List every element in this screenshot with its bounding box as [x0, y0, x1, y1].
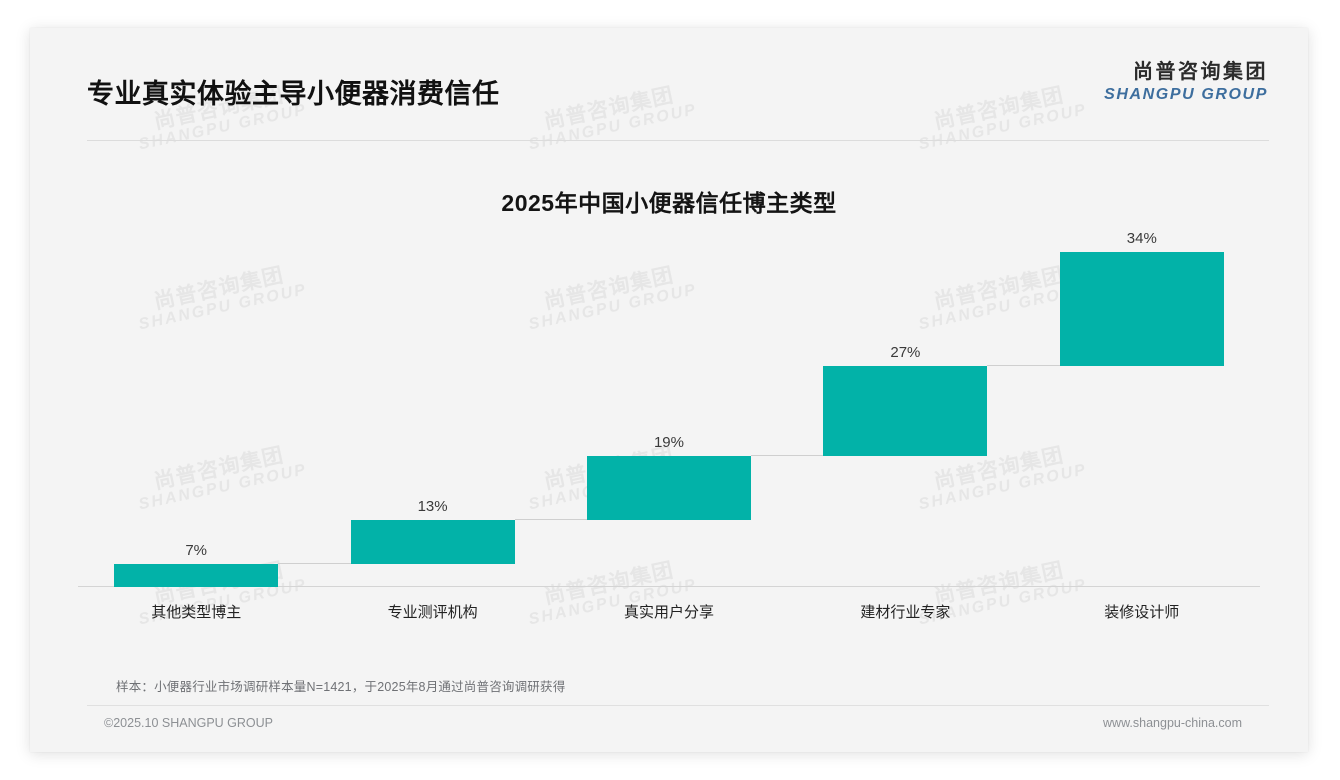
waterfall-connector: [751, 455, 824, 457]
bar-value-label: 27%: [890, 343, 921, 361]
bar-column: 19%: [551, 252, 787, 587]
x-axis-label: 装修设计师: [1104, 604, 1180, 621]
footer-website: www.shangpu-china.com: [1103, 716, 1242, 730]
chart-footnote: 样本：小便器行业市场调研样本量N=1421，于2025年8月通过尚普咨询调研获得: [116, 680, 566, 694]
waterfall-connector: [987, 364, 1060, 366]
x-axis-label: 专业测评机构: [387, 604, 478, 621]
waterfall-bar[interactable]: [350, 520, 515, 564]
brand-logo: 尚普咨询集团 SHANGPU GROUP: [1104, 60, 1268, 105]
bar-column: 34%: [1024, 230, 1260, 587]
waterfall-connector: [278, 562, 351, 564]
bar-value-label: 7%: [185, 541, 208, 559]
page-title: 专业真实体验主导小便器消费信任: [87, 79, 500, 109]
bar-value-label: 13%: [417, 498, 448, 515]
slide-card: 尚普咨询集团 SHANGPU GROUP 尚普咨询集团 SHANGPU GROU…: [30, 28, 1308, 752]
bar-column: 27%: [787, 252, 1023, 587]
x-axis-label: 真实用户分享: [623, 604, 714, 621]
x-axis-label: 建材行业专家: [860, 604, 951, 621]
footer-copyright: ©2025.10 SHANGPU GROUP: [104, 716, 273, 730]
waterfall-bar[interactable]: [823, 365, 988, 457]
slide-header: 专业真实体验主导小便器消费信任 尚普咨询集团 SHANGPU GROUP: [30, 28, 1308, 114]
chart-title: 2025年中国小便器信任博主类型: [501, 190, 837, 216]
bar-column: 13%: [314, 252, 550, 587]
waterfall-bar[interactable]: [114, 563, 279, 587]
x-axis-labels: 其他类型博主 专业测评机构 真实用户分享 建材行业专家 装修设计师: [78, 587, 1260, 627]
waterfall-bar[interactable]: [586, 456, 751, 520]
chart-block: 2025年中国小便器信任博主类型 7% 13% 19% 27% 34% 其他类型博主 专业…: [30, 148, 1308, 627]
header-divider: [87, 140, 1269, 141]
brand-name-en: SHANGPU GROUP: [1104, 86, 1268, 103]
footer-divider: [87, 705, 1269, 706]
x-axis-line: [78, 586, 1260, 587]
x-axis-label: 其他类型博主: [151, 604, 242, 621]
brand-name-cn: 尚普咨询集团: [1133, 61, 1268, 83]
waterfall-chart-plot: 7% 13% 19% 27% 34%: [78, 230, 1260, 587]
waterfall-connector: [514, 519, 587, 520]
bar-value-label: 34%: [1126, 230, 1157, 247]
bar-value-label: 19%: [653, 434, 684, 452]
bar-column: 7%: [78, 252, 314, 587]
waterfall-bar[interactable]: [1059, 252, 1224, 366]
